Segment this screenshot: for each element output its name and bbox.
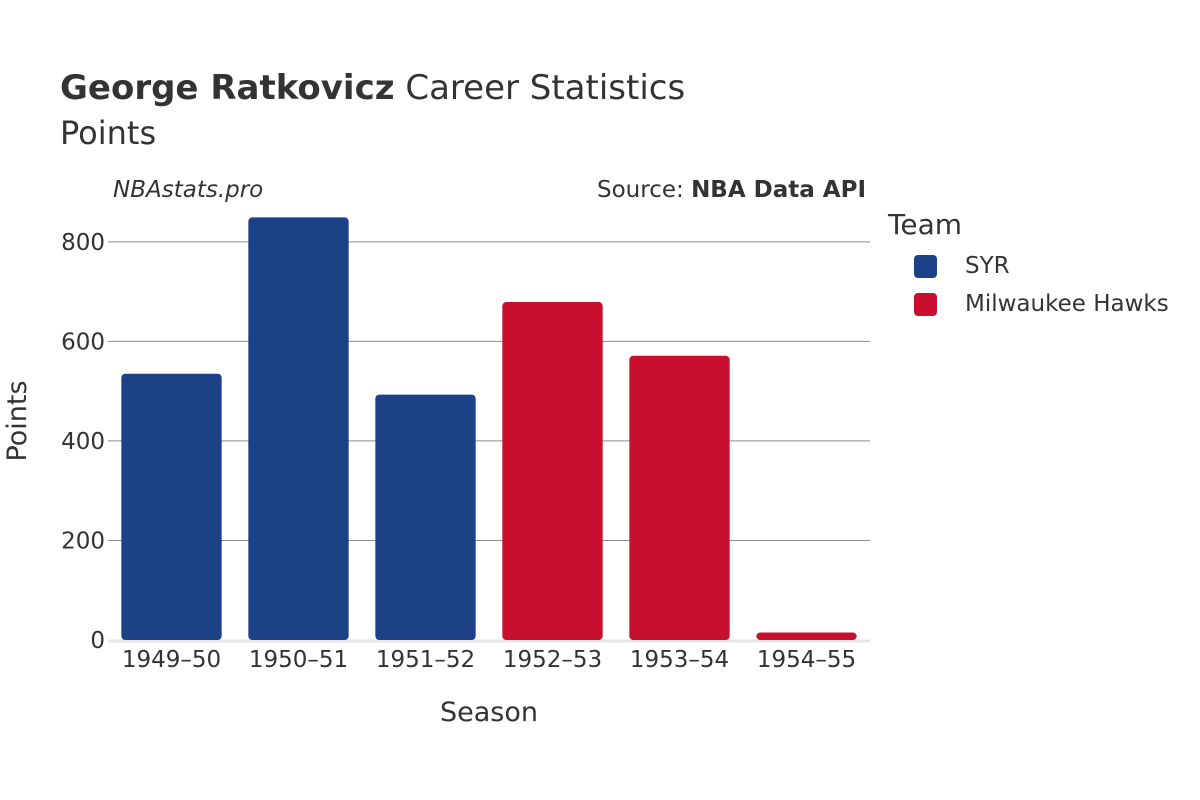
y-axis-title: Points (2, 380, 33, 461)
legend-swatch-syr (914, 254, 937, 278)
chart-subtitle: Points (60, 114, 157, 152)
y-tick-label-600: 600 (61, 329, 105, 355)
bar-1954-55 (756, 632, 857, 640)
y-tick-label-0: 0 (90, 628, 105, 654)
x-axis-title: Season (440, 697, 538, 728)
source-name: NBA Data API (691, 177, 866, 203)
bar-1949-50 (121, 373, 222, 640)
legend-title: Team (888, 208, 963, 241)
bar-1951-52 (375, 394, 476, 640)
x-tick-label-1954-55: 1954–55 (757, 647, 856, 673)
x-tick-label-1950-51: 1950–51 (249, 647, 348, 673)
bar-1950-51 (248, 217, 349, 640)
legend-item-milwaukee-hawks[interactable]: Milwaukee Hawks (914, 285, 1169, 323)
legend-label-milwaukee-hawks: Milwaukee Hawks (965, 291, 1169, 317)
y-tick-label-200: 200 (61, 528, 105, 554)
x-tick-label-1953-54: 1953–54 (630, 647, 729, 673)
chart-title-rest: Career Statistics (405, 68, 686, 108)
bar-1952-53 (502, 302, 603, 640)
watermark: NBAstats.pro (113, 177, 264, 203)
y-tick-label-800: 800 (61, 230, 105, 256)
source-prefix: Source: (597, 177, 692, 203)
legend: Team SYR Milwaukee Hawks (888, 208, 1169, 323)
chart-title: George Ratkovicz Career Statistics (60, 68, 685, 108)
x-tick-label-1951-52: 1951–52 (376, 647, 475, 673)
source-credit: Source: NBA Data API (597, 177, 866, 203)
y-tick-label-400: 400 (61, 429, 105, 455)
legend-label-syr: SYR (965, 253, 1010, 279)
bar-1953-54 (629, 355, 730, 640)
legend-item-syr[interactable]: SYR (914, 247, 1169, 285)
x-tick-label-1952-53: 1952–53 (503, 647, 602, 673)
legend-swatch-milwaukee-hawks (914, 292, 937, 316)
chart-title-player: George Ratkovicz (60, 68, 395, 108)
x-tick-label-1949-50: 1949–50 (122, 647, 221, 673)
